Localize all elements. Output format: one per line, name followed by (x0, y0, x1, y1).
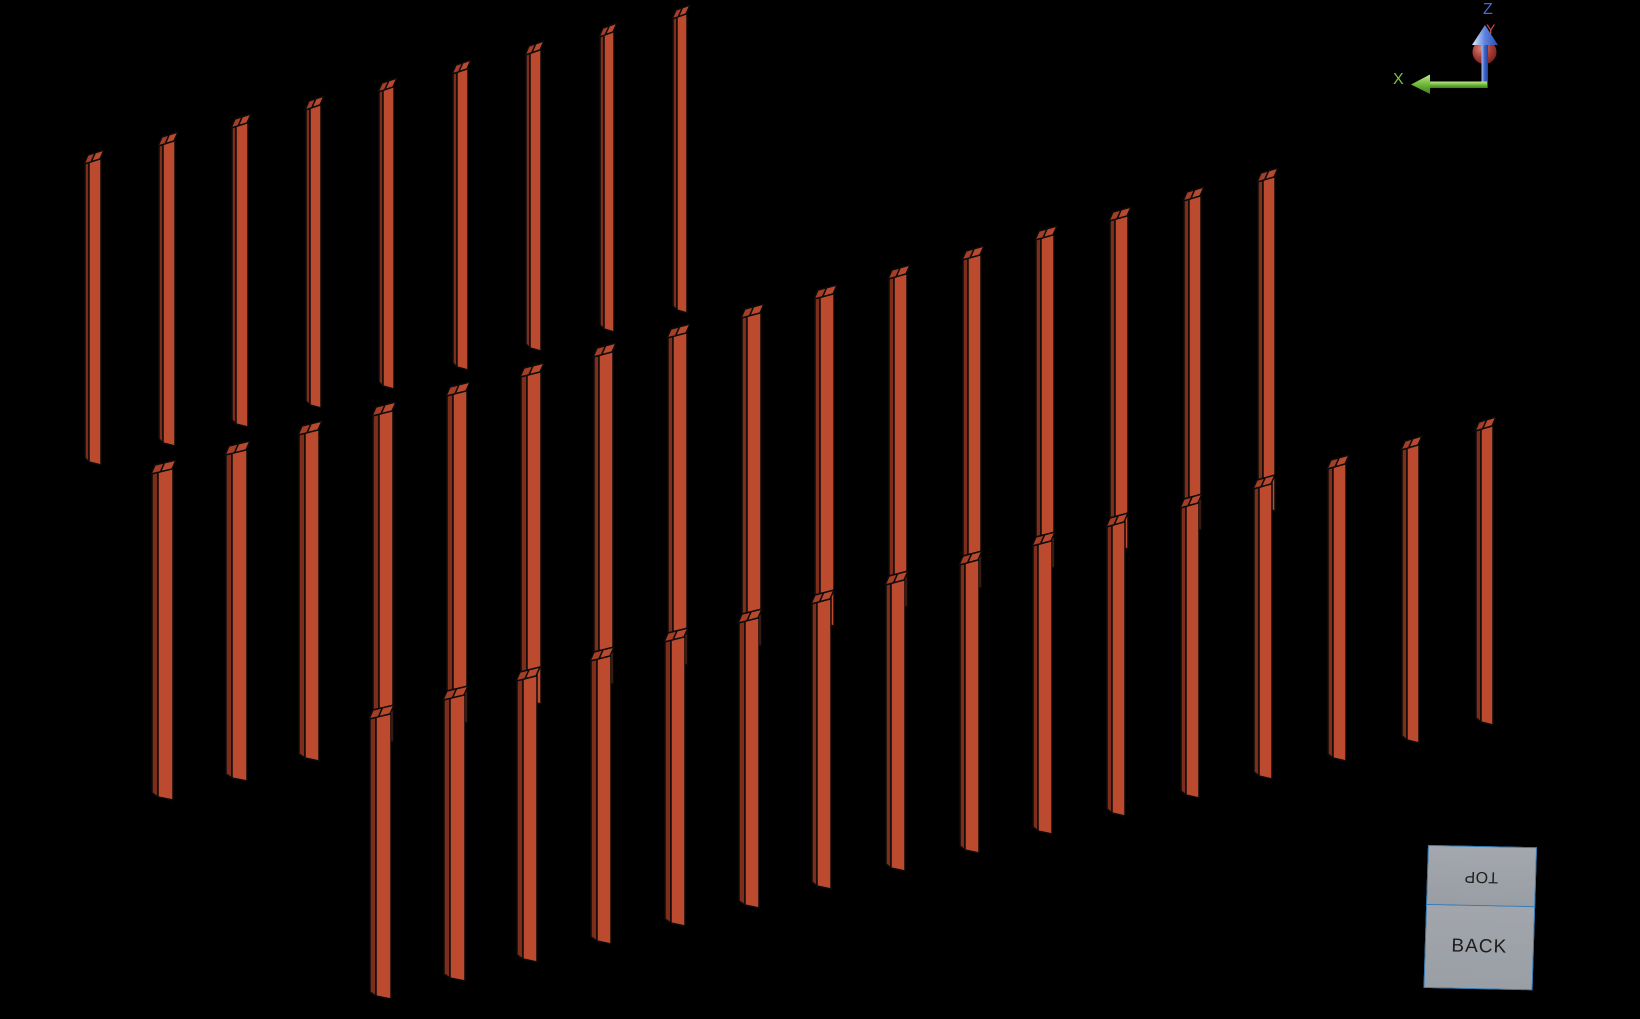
slat-bar[interactable] (1034, 225, 1058, 569)
slat-bar[interactable] (150, 459, 177, 801)
slat-bar[interactable] (371, 401, 397, 743)
slat-bar[interactable] (1326, 454, 1350, 762)
slat-bar[interactable] (368, 704, 395, 1000)
orientation-axis-triad: Y Z X (1393, 1, 1498, 94)
slat-bar[interactable] (1105, 512, 1129, 817)
view-face-back-label: BACK (1451, 935, 1508, 958)
axis-z-shaft (1481, 43, 1488, 88)
slat-row-back-row (83, 4, 691, 466)
slat-bar[interactable] (810, 589, 835, 890)
slat-bar[interactable] (884, 570, 909, 872)
view-face-back[interactable]: BACK (1424, 904, 1535, 990)
slat-bar[interactable] (961, 245, 985, 589)
slat-bar[interactable] (83, 149, 105, 466)
slat-row-front-row (368, 416, 1497, 1000)
slat-bar[interactable] (224, 440, 251, 782)
slat-bar[interactable] (813, 284, 838, 627)
slat-bar[interactable] (1474, 416, 1497, 726)
axis-y-label: Y (1486, 21, 1496, 37)
slat-bar[interactable] (442, 685, 469, 982)
slat-bar[interactable] (737, 608, 763, 909)
slat-bar[interactable] (297, 420, 323, 762)
slat-row-middle-row (150, 167, 1279, 801)
slat-bar[interactable] (515, 666, 541, 963)
slat-bar[interactable] (887, 264, 911, 608)
slat-bar[interactable] (1179, 493, 1203, 799)
slat-bar[interactable] (1252, 474, 1276, 780)
axis-z-arrowhead (1472, 25, 1498, 45)
axis-x-shaft (1429, 81, 1487, 88)
slat-bar[interactable] (671, 4, 691, 314)
view-face-top-label: TOP (1464, 867, 1499, 886)
axis-z-label: Z (1483, 1, 1493, 18)
axis-x-arrowhead (1411, 74, 1430, 94)
slat-bar[interactable] (1256, 167, 1279, 512)
slat-bar[interactable] (1182, 186, 1205, 531)
slat-bar[interactable] (958, 550, 983, 854)
slat-bar[interactable] (519, 362, 545, 705)
slat-bar[interactable] (445, 381, 471, 724)
slat-bar[interactable] (1108, 206, 1132, 550)
slat-bar[interactable] (157, 131, 179, 447)
slat-bar[interactable] (592, 342, 617, 685)
slat-bar[interactable] (377, 77, 398, 390)
slat-bar[interactable] (230, 113, 252, 428)
axis-x-label: X (1393, 71, 1404, 88)
slat-bar[interactable] (663, 627, 689, 927)
view-face-top[interactable]: TOP (1427, 846, 1536, 908)
slat-bar[interactable] (524, 40, 545, 352)
slat-bar[interactable] (589, 646, 615, 945)
slat-bar[interactable] (598, 22, 618, 333)
slat-bar[interactable] (666, 323, 691, 666)
slat-bar[interactable] (304, 95, 325, 409)
slat-bar[interactable] (451, 59, 472, 371)
view-orientation-box[interactable]: TOP BACK (1423, 845, 1537, 991)
slat-bar[interactable] (1400, 435, 1423, 744)
slat-bar[interactable] (740, 303, 765, 647)
slat-bar[interactable] (1031, 531, 1056, 835)
